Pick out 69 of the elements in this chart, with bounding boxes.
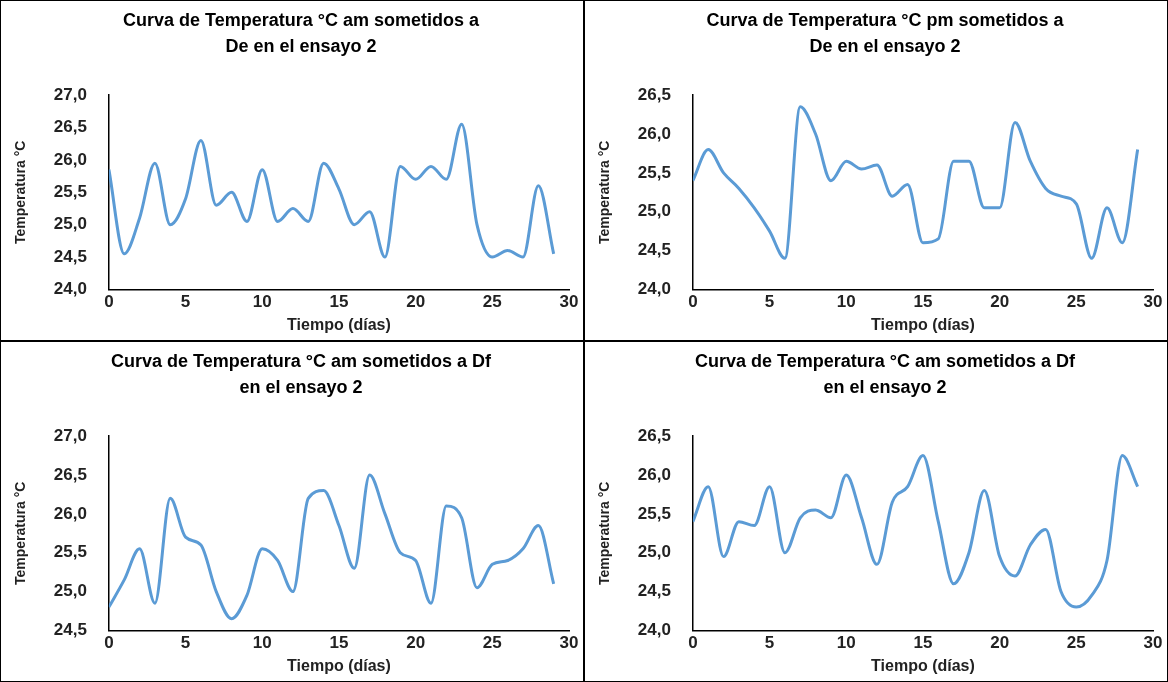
y-axis-title: Temperatura °C [596, 481, 613, 585]
x-tick-label: 0 [104, 292, 114, 312]
x-tick-label: 10 [836, 292, 856, 312]
x-tick-label: 30 [559, 633, 579, 653]
y-tick-label: 26,5 [637, 84, 671, 104]
y-tick-label: 26,5 [53, 117, 87, 137]
y-tick-label: 25,5 [637, 503, 671, 523]
x-tick-label: 5 [180, 292, 191, 312]
x-axis-title: Tiempo (días) [871, 656, 975, 674]
x-tick-label: 5 [180, 633, 191, 653]
y-axis-title: Temperatura °C [596, 140, 613, 244]
x-tick-label: 10 [836, 633, 856, 653]
x-tick-label: 0 [688, 292, 698, 312]
x-tick-label: 30 [559, 292, 579, 312]
x-tick-label: 25 [1066, 633, 1086, 653]
x-tick-label: 20 [990, 633, 1010, 653]
x-tick-label: 15 [329, 633, 349, 653]
x-tick-label: 15 [913, 292, 933, 312]
y-tick-label: 26,0 [637, 464, 671, 484]
x-tick-label: 30 [1143, 633, 1163, 653]
y-tick-label: 24,5 [53, 620, 87, 640]
x-axis-title: Tiempo (días) [871, 315, 975, 333]
x-tick-label: 30 [1143, 292, 1163, 312]
y-axis-title: Temperatura °C [12, 140, 29, 244]
y-tick-label: 24,5 [637, 581, 671, 601]
chart-title: Curva de Temperatura °C pm sometidos a De en el ensayo 2 [705, 9, 1065, 58]
y-tick-label: 25,0 [53, 214, 87, 234]
line-series [692, 105, 1140, 260]
x-tick-label: 0 [688, 633, 698, 653]
x-axis-title: Tiempo (días) [287, 315, 391, 333]
y-tick-label: 25,5 [637, 162, 671, 182]
y-tick-label: 24,0 [53, 279, 87, 299]
y-tick-label: 27,0 [53, 84, 87, 104]
x-tick-label: 10 [252, 292, 272, 312]
y-tick-label: 25,0 [53, 581, 87, 601]
y-tick-label: 25,5 [53, 542, 87, 562]
x-axis-title: Tiempo (días) [287, 656, 391, 674]
x-tick-label: 25 [482, 292, 502, 312]
y-tick-label: 24,0 [637, 620, 671, 640]
line-series [108, 473, 556, 621]
y-axis-title: Temperatura °C [12, 481, 29, 585]
y-tick-label: 24,5 [53, 246, 87, 266]
y-tick-label: 25,0 [637, 542, 671, 562]
y-tick-label: 26,0 [53, 149, 87, 169]
x-tick-label: 20 [406, 633, 426, 653]
y-tick-label: 26,5 [637, 425, 671, 445]
y-tick-label: 27,0 [53, 425, 87, 445]
x-tick-label: 10 [252, 633, 272, 653]
y-tick-label: 24,5 [637, 240, 671, 260]
x-tick-label: 0 [104, 633, 114, 653]
chart-title: Curva de Temperatura °C am sometidos a Df en el ensayo 2 [111, 350, 491, 399]
y-tick-label: 25,5 [53, 181, 87, 201]
y-tick-label: 24,0 [637, 279, 671, 299]
y-tick-label: 25,0 [637, 201, 671, 221]
x-tick-label: 5 [764, 292, 775, 312]
x-tick-label: 15 [329, 292, 349, 312]
x-tick-label: 25 [1066, 292, 1086, 312]
line-series [108, 122, 556, 259]
line-series [692, 454, 1140, 609]
x-tick-label: 5 [764, 633, 775, 653]
y-tick-label: 26,5 [53, 464, 87, 484]
x-tick-label: 15 [913, 633, 933, 653]
chart-title: Curva de Temperatura °C am sometidos a Df en el ensayo 2 [695, 350, 1075, 399]
y-tick-label: 26,0 [53, 503, 87, 523]
x-tick-label: 20 [406, 292, 426, 312]
x-tick-label: 25 [482, 633, 502, 653]
chart-title: Curva de Temperatura °C am sometidos a De en el ensayo 2 [122, 9, 480, 58]
x-tick-label: 20 [990, 292, 1010, 312]
y-tick-label: 26,0 [637, 123, 671, 143]
